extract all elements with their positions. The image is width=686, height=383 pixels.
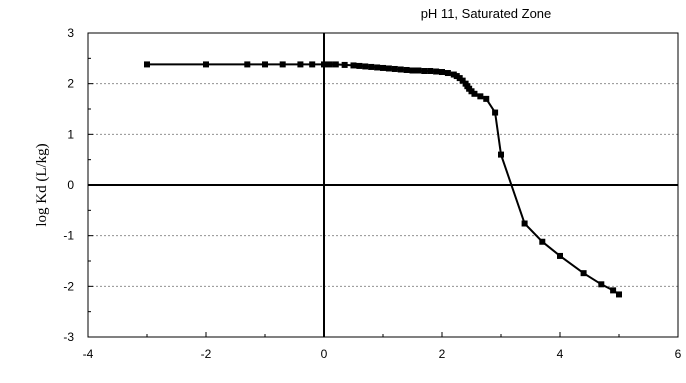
data-point <box>262 61 268 68</box>
data-point <box>598 281 605 288</box>
axes <box>87 32 679 338</box>
data-point <box>521 220 528 227</box>
data-point <box>309 61 316 68</box>
data-point <box>350 62 357 69</box>
y-tick-label: 0 <box>67 178 74 192</box>
data-point <box>444 70 451 77</box>
data-point <box>385 65 392 72</box>
data-point <box>471 90 478 97</box>
data-point <box>616 291 622 298</box>
x-tick-label: 4 <box>557 347 564 361</box>
data-point <box>498 151 504 158</box>
plot-frame <box>87 32 679 338</box>
data-point <box>297 61 304 68</box>
x-tick-label: 0 <box>321 347 328 361</box>
data-point <box>391 65 398 72</box>
data-series <box>144 61 622 298</box>
y-tick-label: 1 <box>67 127 74 141</box>
y-axis-label: log Kd (L/kg) <box>34 143 50 226</box>
data-point <box>421 68 428 74</box>
data-point <box>580 270 587 277</box>
data-point <box>362 63 369 70</box>
data-point <box>368 63 375 70</box>
data-point <box>279 61 286 68</box>
data-point <box>539 238 546 245</box>
data-point <box>439 69 445 76</box>
x-tick-label: 2 <box>439 347 446 361</box>
x-tick-label: -2 <box>201 347 212 361</box>
data-point <box>203 61 209 68</box>
data-point <box>557 252 563 259</box>
data-point <box>374 64 381 71</box>
data-point <box>341 61 348 68</box>
data-point <box>415 67 422 74</box>
data-point <box>459 77 466 84</box>
data-point <box>427 68 434 74</box>
data-point <box>380 64 386 71</box>
chart-title: pH 11, Saturated Zone <box>421 6 552 21</box>
y-tick-label: 3 <box>67 26 74 40</box>
data-point <box>403 66 410 73</box>
series-line <box>147 63 620 296</box>
data-point <box>483 95 490 102</box>
data-point <box>492 109 499 116</box>
data-point <box>433 68 440 75</box>
data-point <box>244 61 251 68</box>
y-tick-label: -1 <box>63 229 74 243</box>
data-point <box>397 66 404 73</box>
x-tick-label: -4 <box>83 347 94 361</box>
y-tick-label: 2 <box>67 77 74 91</box>
data-point <box>321 61 327 68</box>
data-point <box>332 61 339 68</box>
data-point <box>326 61 333 68</box>
data-point <box>409 67 416 74</box>
data-point <box>610 287 617 294</box>
tick-labels: 3 2 1 0 -1 -2 -3 -4 -2 0 2 4 6 <box>63 26 681 361</box>
y-tick-label: -2 <box>63 279 74 293</box>
data-point <box>356 62 363 69</box>
data-point <box>477 93 484 100</box>
x-tick-label: 6 <box>675 347 682 361</box>
data-point <box>144 61 150 68</box>
y-tick-label: -3 <box>63 330 74 344</box>
